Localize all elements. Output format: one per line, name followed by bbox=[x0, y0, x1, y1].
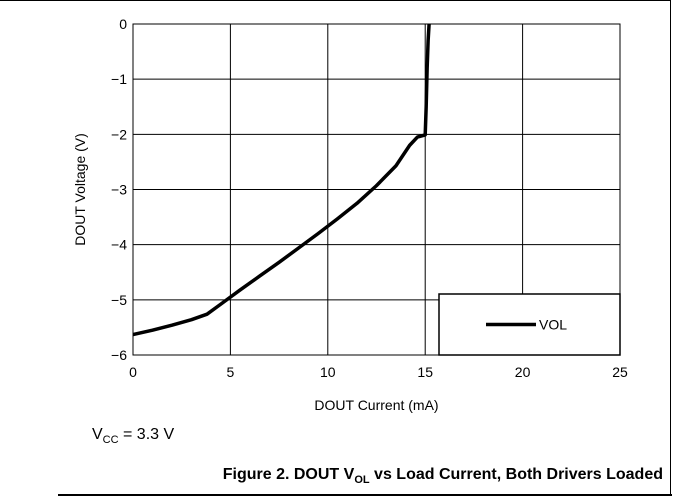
x-tick-label: 25 bbox=[612, 364, 628, 380]
y-tick-label: −4 bbox=[111, 237, 127, 253]
plot-area bbox=[132, 23, 621, 356]
y-tick-label: −1 bbox=[111, 71, 127, 87]
y-tick-label: 0 bbox=[119, 16, 127, 32]
y-tick-label: −6 bbox=[111, 347, 127, 363]
y-tick-label: −2 bbox=[111, 126, 127, 142]
series-line-0 bbox=[132, 23, 431, 337]
x-tick-label: 0 bbox=[129, 364, 137, 380]
x-tick-label: 15 bbox=[417, 364, 433, 380]
line-chart: 0 5 10 15 20 25 0 −1 −2 −3 −4 −5 −6 DOUT Current (mA)… bbox=[72, 16, 628, 413]
figure-caption: Figure 2. DOUT VOL vs Load Current, Both… bbox=[222, 466, 663, 487]
vcc-note: VCC = 3.3 V bbox=[92, 426, 175, 447]
x-tick-label: 5 bbox=[227, 364, 235, 380]
y-tick-label: −5 bbox=[111, 292, 127, 308]
x-axis-label: DOUT Current (mA) bbox=[314, 397, 438, 413]
y-tick-label: −3 bbox=[111, 182, 127, 198]
x-tick-label: 10 bbox=[320, 364, 336, 380]
bottom-rule bbox=[58, 494, 672, 496]
x-tick-label: 20 bbox=[515, 364, 531, 380]
y-axis-label: DOUT Voltage (V) bbox=[72, 133, 88, 246]
legend-label: VOL bbox=[539, 317, 567, 333]
